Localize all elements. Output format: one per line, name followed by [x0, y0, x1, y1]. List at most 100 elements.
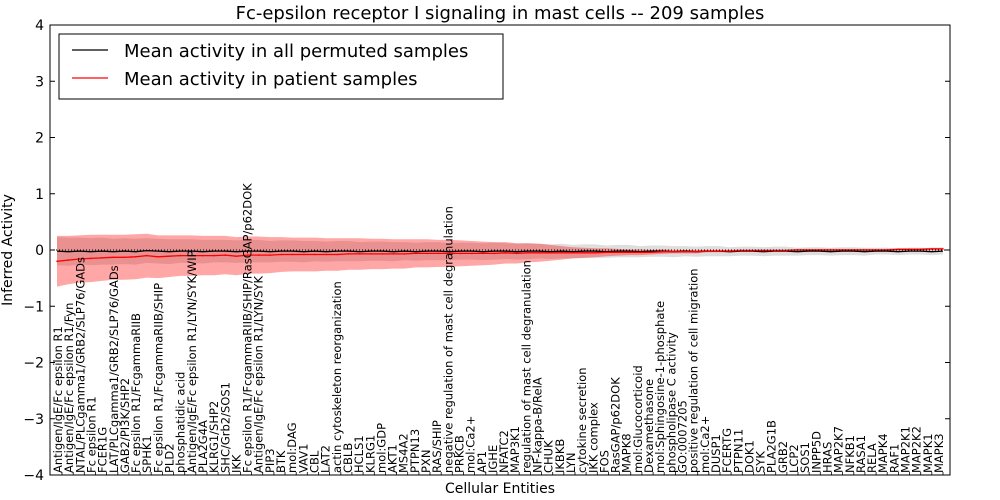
- point-patient: [437, 252, 440, 255]
- patient-spread-band: [57, 233, 943, 287]
- legend: Mean activity in all permuted samples Me…: [58, 33, 504, 100]
- point-patient: [706, 250, 709, 252]
- point-patient: [392, 253, 395, 255]
- x-tick-label: Fc epsilon R1/FcgammaRIIB/SHIP/RasGAP/p6…: [241, 183, 255, 473]
- x-tick-label: PLA2G1B: [765, 420, 779, 473]
- x-tick-label: CBL: [308, 450, 322, 473]
- x-tick-label: cytokine secretion: [575, 367, 589, 473]
- point-patient: [516, 252, 518, 255]
- point-patient: [527, 252, 529, 254]
- point-patient: [157, 255, 159, 258]
- y-tick-label: 4: [35, 18, 44, 34]
- point-patient: [650, 251, 653, 254]
- point-patient: [628, 251, 630, 254]
- x-axis-label: Cellular Entities: [445, 481, 555, 497]
- point-patient: [538, 252, 541, 254]
- point-patient: [572, 252, 574, 254]
- x-tick-label: CHUK: [542, 440, 556, 473]
- point-patient: [101, 257, 103, 259]
- x-tick-label: CBLB: [341, 443, 355, 473]
- x-tick-label: MAP3K1: [508, 426, 522, 473]
- point-patient: [717, 250, 720, 252]
- series-line-patient: [56, 248, 943, 262]
- x-tick-label: Fc epsilon R1: [85, 396, 99, 473]
- x-tick-label: BTK: [274, 450, 288, 473]
- point-patient: [459, 252, 462, 255]
- x-tick-label: DOK1: [742, 440, 756, 473]
- x-tick-label: mol:Ca2+: [698, 416, 712, 473]
- y-tick-label: −4: [23, 468, 44, 484]
- point-patient: [729, 250, 731, 252]
- y-tick-label: 0: [35, 243, 44, 259]
- x-tick-label: LAT2: [319, 445, 333, 473]
- x-tick-label: MAP2K2: [910, 426, 924, 473]
- point-patient: [897, 248, 899, 251]
- point-patient: [448, 252, 451, 255]
- point-patient: [224, 254, 226, 256]
- point-patient: [863, 249, 866, 251]
- x-tick-label: KLRG1/SHP2: [207, 401, 221, 473]
- x-tick-label: MAP2K7: [832, 426, 846, 473]
- x-tick-label: actin cytoskeleton reorganization: [330, 281, 344, 473]
- legend-box: [58, 33, 504, 100]
- x-tick-label: phosphatidic acid: [174, 372, 188, 473]
- legend-label-permuted: Mean activity in all permuted samples: [124, 41, 468, 62]
- x-tick-label: LCP2: [787, 444, 801, 473]
- point-patient: [661, 250, 664, 253]
- x-tick-label: IKK complex: [586, 402, 600, 473]
- x-tick-label: RELA: [865, 443, 879, 473]
- x-tick-label: MAPK1: [921, 433, 935, 473]
- x-tick-label: PIP3: [263, 448, 277, 473]
- x-tick-label: PTPN13: [408, 429, 422, 473]
- point-patient: [807, 249, 810, 251]
- point-patient: [246, 254, 249, 256]
- point-patient: [258, 254, 260, 256]
- x-tick-label: RasGAP/p62DOK: [609, 377, 623, 473]
- point-patient: [168, 255, 170, 257]
- x-tick-label: Fc epsilon R1/FcgammaRIIB: [129, 313, 143, 473]
- x-tick-label: Antigen/IgE/Fc epsilon R1/Fyn: [62, 303, 76, 473]
- point-patient: [594, 252, 597, 254]
- x-tick-label: AKT1: [386, 444, 400, 473]
- point-patient: [852, 249, 855, 251]
- point-patient: [673, 250, 675, 253]
- point-patient: [617, 251, 619, 254]
- point-patient: [695, 250, 698, 253]
- x-tick-label: Antigen/IgE/Fc epsilon R1/LYN/SYK/WIP: [185, 250, 199, 473]
- x-tick-label: INPP5D: [809, 431, 823, 473]
- x-tick-label: GAB2/PI3K/SHP2: [118, 378, 132, 473]
- x-tick-label: SPHK1: [140, 435, 154, 473]
- y-tick-label: 1: [35, 187, 44, 203]
- point-patient: [123, 256, 126, 259]
- point-patient: [549, 252, 552, 254]
- point-patient: [78, 258, 81, 260]
- x-tick-label: Fc epsilon R1/FcgammaRIIB/SHIP: [151, 283, 165, 473]
- x-tick-label: PLA2G4A: [196, 420, 210, 473]
- point-patient: [403, 253, 406, 255]
- x-tick-label: FCERTG: [720, 428, 734, 473]
- x-tick-label: MAPK8: [620, 433, 634, 473]
- point-patient: [89, 257, 92, 260]
- x-tick-label: AP1: [475, 451, 489, 473]
- x-tick-label: RAF1: [887, 444, 901, 473]
- x-tick-label: PXN: [419, 450, 433, 473]
- legend-label-patient: Mean activity in patient samples: [124, 69, 418, 90]
- x-tick-label: MS4A2: [397, 433, 411, 473]
- point-patient: [381, 253, 384, 255]
- point-patient: [684, 250, 686, 253]
- x-tick-label: GRB2: [776, 441, 790, 473]
- y-tick-label: 2: [35, 131, 44, 147]
- x-tick-label: NF-kappa-B/RelA: [531, 377, 545, 473]
- point-patient: [942, 248, 944, 250]
- axes-layer: −4 −3 −2 −1 0 1 2 3 4: [23, 18, 951, 484]
- x-tick-label: FCER1G: [96, 427, 110, 473]
- x-tick-label: PRKCB: [453, 435, 467, 473]
- x-tick-label: FOS: [597, 450, 611, 473]
- x-tick-label: HCLS1: [352, 435, 366, 473]
- point-patient: [347, 253, 350, 255]
- point-patient: [639, 251, 641, 254]
- x-tick-label: Antigen/IgE/Fc epsilon R1/LYN/SYK: [252, 276, 266, 473]
- x-tick-label: GO:0007205: [676, 400, 690, 473]
- point-patient: [426, 252, 428, 255]
